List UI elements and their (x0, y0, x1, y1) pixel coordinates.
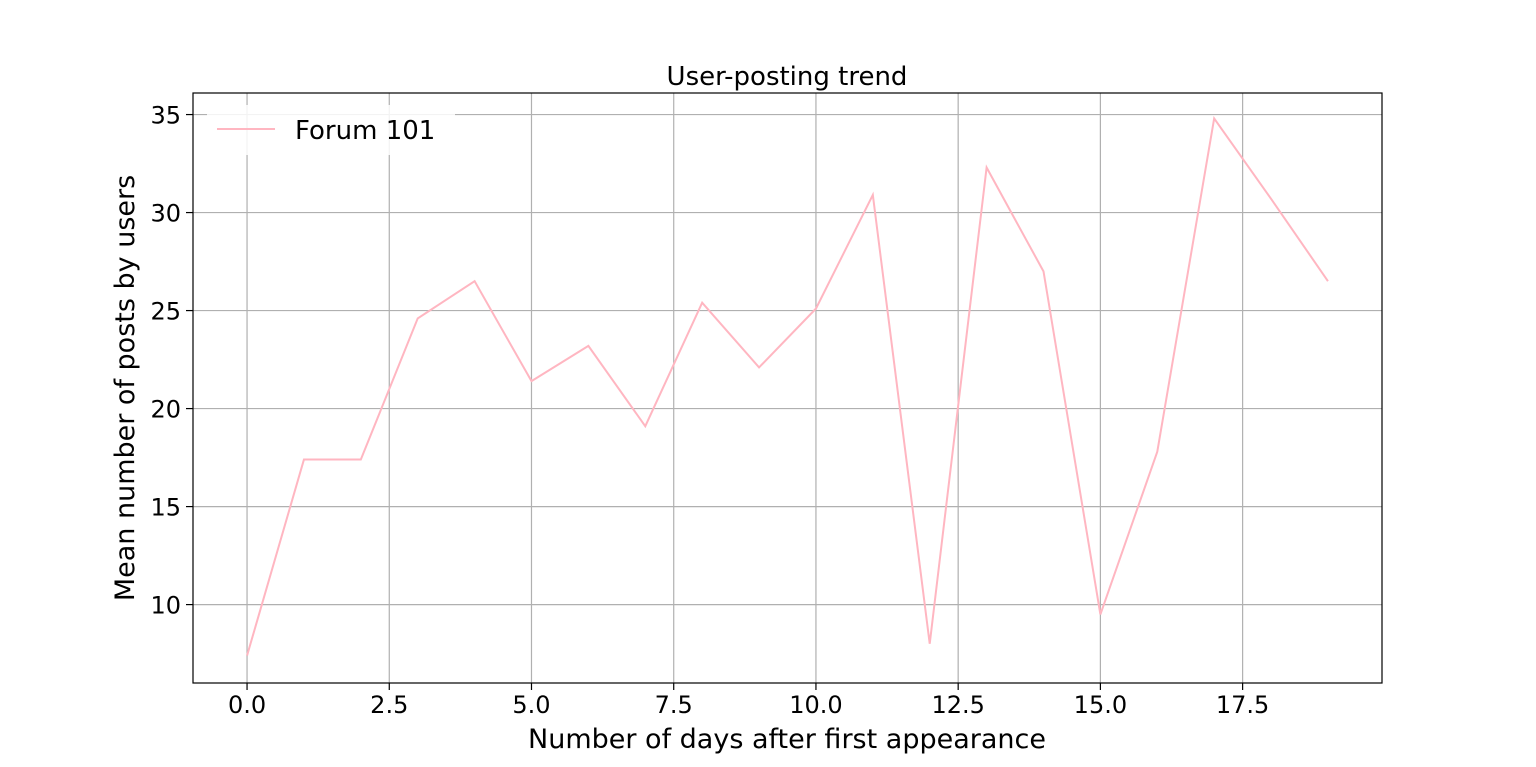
x-tick-label: 15.0 (1074, 691, 1127, 719)
grid (193, 93, 1382, 683)
y-tick-label: 20 (150, 396, 181, 424)
series-line-forum-101 (246, 115, 1329, 656)
y-axis-label: Mean number of posts by users (110, 175, 141, 601)
y-tick-label: 35 (150, 102, 181, 130)
y-tick-label: 25 (150, 298, 181, 326)
legend-label-forum-101: Forum 101 (295, 116, 435, 146)
x-tick-label: 5.0 (512, 691, 550, 719)
x-tick-label: 7.5 (655, 691, 693, 719)
x-tick-label: 12.5 (931, 691, 984, 719)
y-tick-label: 15 (150, 494, 181, 522)
legend: Forum 101 (207, 105, 455, 155)
x-tick-label: 0.0 (228, 691, 266, 719)
y-tick-label: 30 (150, 200, 181, 228)
plot-area-frame (192, 92, 1383, 684)
series-lines (246, 115, 1329, 656)
x-tick-label: 10.0 (789, 691, 842, 719)
x-axis-label: Number of days after first appearance (528, 724, 1046, 755)
x-tick-label: 2.5 (370, 691, 408, 719)
x-tick-label: 17.5 (1216, 691, 1269, 719)
chart-title: User-posting trend (667, 62, 908, 92)
y-tick-label: 10 (150, 592, 181, 620)
axis-ticks: 0.0 2.5 5.0 7.5 10.0 12.5 15.0 17.5 10 15 20 25 30 35 (150, 102, 1269, 719)
